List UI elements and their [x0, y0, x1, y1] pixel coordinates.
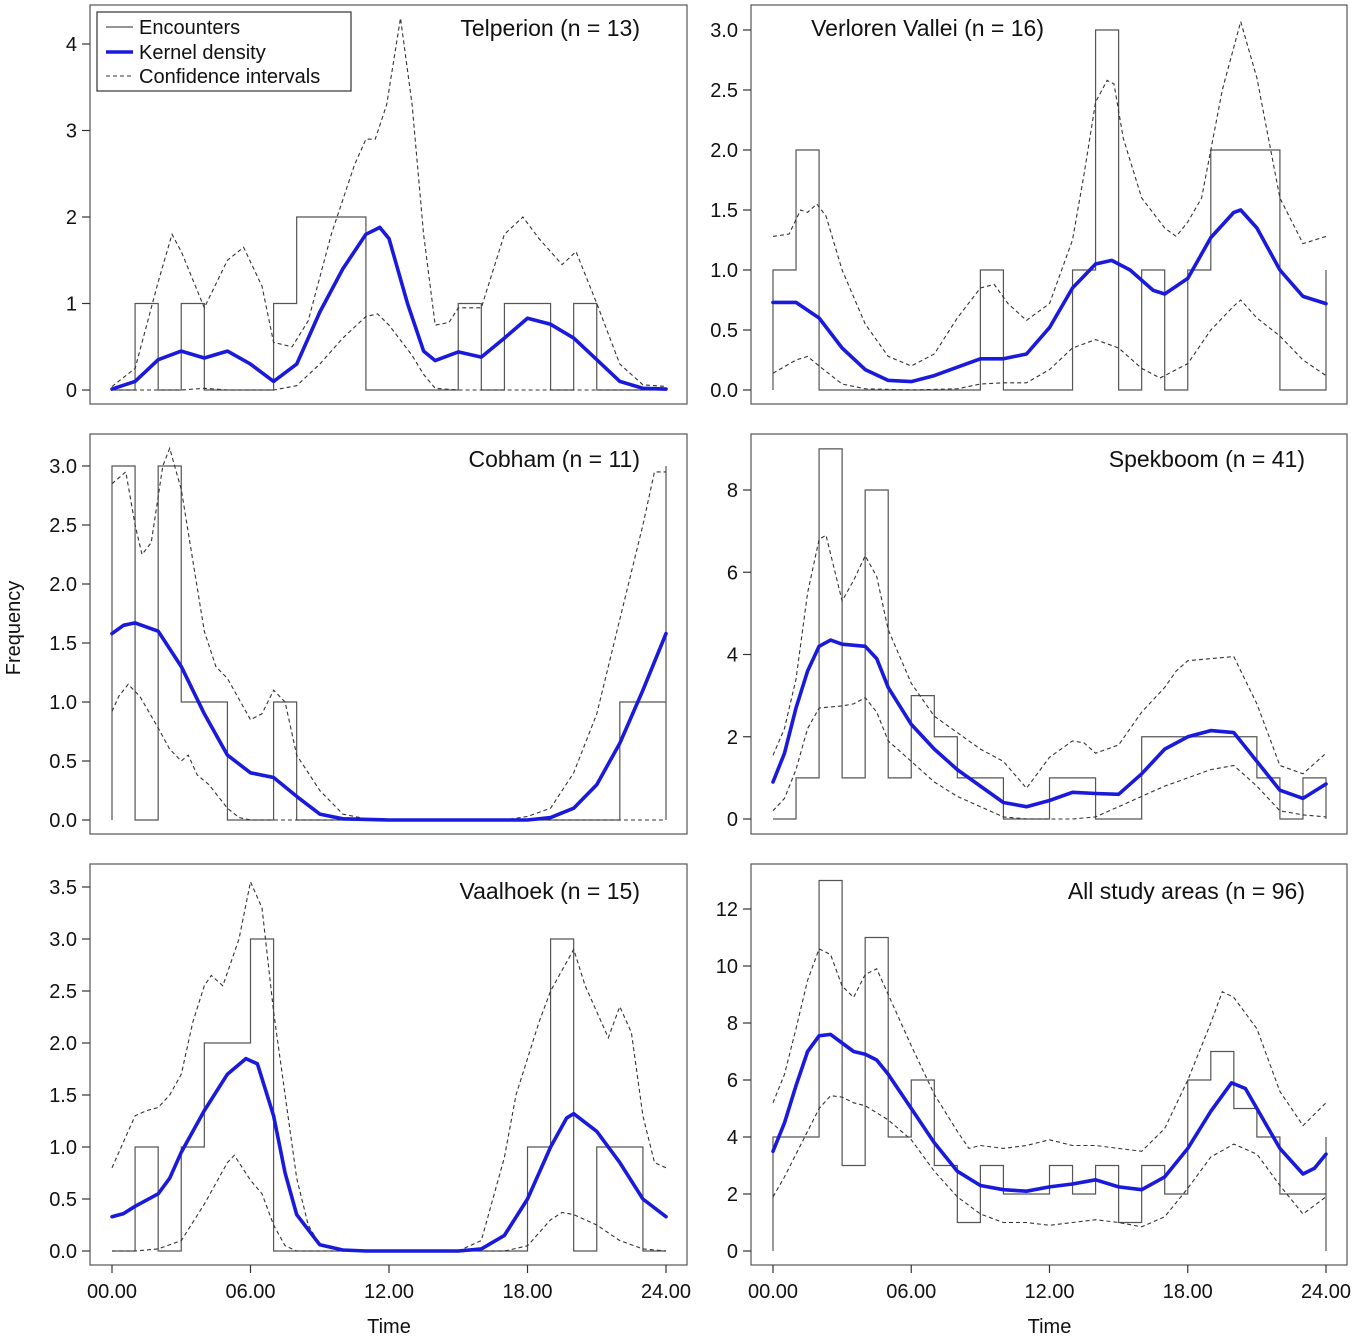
legend-label-1: Encounters [139, 17, 240, 39]
y-tick-label: 4 [727, 1127, 738, 1149]
y-tick-label: 0.0 [49, 810, 77, 832]
y-tick-label: 3.0 [49, 456, 77, 478]
y-tick-label: 12 [716, 899, 738, 921]
ci-upper-line [111, 446, 666, 821]
x-tick-label: 06.00 [886, 1281, 936, 1303]
panel-frame [89, 863, 688, 1266]
y-tick-label: 8 [727, 1013, 738, 1035]
encounters-histogram [112, 216, 666, 391]
y-tick-label: 3 [66, 121, 77, 143]
y-tick-label: 0 [727, 1241, 738, 1263]
panel-3: 0.0 0.5 1.0 1.5 2.0 2.5 3.0 Cobham (n = 11) [49, 433, 688, 835]
kernel-density-line [771, 208, 1328, 384]
y-tick-label: 2.5 [49, 515, 77, 537]
y-tick-label: 8 [727, 480, 738, 502]
y-tick-label: 2.0 [49, 574, 77, 596]
kernel-density-line [110, 1056, 668, 1253]
panel-1: 0 1 2 3 4 Telperion (n = 13) [66, 4, 688, 405]
ci-upper-line [772, 19, 1327, 367]
kernel-density-line [110, 225, 668, 391]
y-tick-label: 0.5 [49, 1189, 77, 1211]
panel-frame [89, 4, 688, 405]
x-axis-title: Time [1028, 1316, 1072, 1336]
ci-lower-line [112, 1154, 667, 1252]
y-tick-label: 2.5 [49, 981, 77, 1003]
x-tick-label: 00.00 [87, 1281, 137, 1303]
panel-2: 0.0 0.5 1.0 1.5 2.0 2.5 3.0 Verloren Vallei (n … [710, 4, 1348, 405]
x-axis-title: Time [367, 1316, 411, 1336]
y-tick-label: 1.0 [49, 692, 77, 714]
y-tick-label: 2 [727, 1184, 738, 1206]
x-tick-label: 18.00 [502, 1281, 552, 1303]
ci-upper-line [772, 948, 1327, 1152]
x-tick-label: 06.00 [225, 1281, 275, 1303]
kernel-density-line [110, 621, 668, 822]
y-tick-label: 2 [727, 727, 738, 749]
encounters-histogram [773, 448, 1327, 820]
y-tick-label: 1.5 [49, 1085, 77, 1107]
panel-4: 0 2 4 6 8 Spekboom (n = 41) [727, 433, 1348, 835]
ci-upper-line [111, 879, 667, 1252]
y-tick-label: 3.0 [49, 929, 77, 951]
legend-label-3: Confidence intervals [139, 66, 320, 88]
panel-frame [750, 863, 1348, 1266]
y-tick-label: 6 [727, 562, 738, 584]
x-tick-label: 00.00 [748, 1281, 798, 1303]
kernel-density-line [771, 638, 1328, 809]
y-tick-label: 1.0 [710, 260, 738, 282]
legend-box [96, 11, 352, 92]
y-tick-label: 1 [66, 294, 77, 316]
y-tick-label: 1.5 [710, 200, 738, 222]
panel-frame [750, 433, 1348, 835]
panel-title: All study areas (n = 96) [1068, 878, 1305, 904]
y-tick-label: 3.5 [49, 877, 77, 899]
y-tick-label: 0 [66, 380, 77, 402]
panel-title: Cobham (n = 11) [468, 446, 640, 472]
y-axis-title: Frequency [3, 581, 25, 676]
y-tick-label: 1.5 [49, 633, 77, 655]
y-tick-label: 2 [66, 207, 77, 229]
y-tick-label: 4 [66, 34, 77, 56]
panel-frame [750, 4, 1348, 405]
panel-5: 0.0 0.5 1.0 1.5 2.0 2.5 3.0 3.5 00.00 06.00 12.00 1… [49, 863, 691, 1336]
panel-frame [89, 433, 688, 835]
y-tick-label: 2.0 [710, 140, 738, 162]
x-tick-label: 18.00 [1163, 1281, 1213, 1303]
y-tick-label: 0 [727, 809, 738, 831]
panel-title: Verloren Vallei (n = 16) [811, 15, 1044, 41]
legend-label-2: Kernel density [139, 42, 266, 64]
y-tick-label: 0.0 [49, 1241, 77, 1263]
y-tick-label: 0.0 [710, 380, 738, 402]
x-tick-label: 24.00 [641, 1281, 691, 1303]
ci-upper-line [772, 534, 1327, 790]
y-tick-label: 6 [727, 1070, 738, 1092]
x-tick-label: 12.00 [1024, 1281, 1074, 1303]
y-tick-label: 0.5 [49, 751, 77, 773]
ci-lower-line [112, 313, 666, 391]
y-tick-label: 3.0 [710, 20, 738, 42]
encounters-histogram [112, 938, 666, 1252]
ci-lower-line [772, 1095, 1327, 1228]
ci-lower-line [772, 299, 1327, 391]
y-tick-label: 4 [727, 645, 738, 667]
encounters-histogram [772, 879, 1327, 1251]
y-tick-label: 1.0 [49, 1137, 77, 1159]
panel-title: Spekboom (n = 41) [1109, 446, 1305, 472]
y-tick-label: 2.5 [710, 80, 738, 102]
panel-title: Vaalhoek (n = 15) [460, 878, 641, 904]
y-tick-label: 0.5 [710, 320, 738, 342]
encounters-histogram [111, 465, 667, 821]
y-tick-label: 10 [716, 956, 738, 978]
panel-6: 0 2 4 6 8 10 12 00.00 06.00 12.00 18.00 24.00 Time Al… [716, 863, 1351, 1336]
x-tick-label: 12.00 [364, 1281, 414, 1303]
kernel-density-line [771, 1032, 1328, 1193]
ci-lower-line [772, 696, 1327, 820]
y-tick-label: 2.0 [49, 1033, 77, 1055]
ci-upper-line [111, 18, 667, 388]
panel-title: Telperion (n = 13) [460, 15, 640, 41]
x-tick-label: 24.00 [1301, 1281, 1351, 1303]
encounters-histogram [772, 29, 1327, 391]
